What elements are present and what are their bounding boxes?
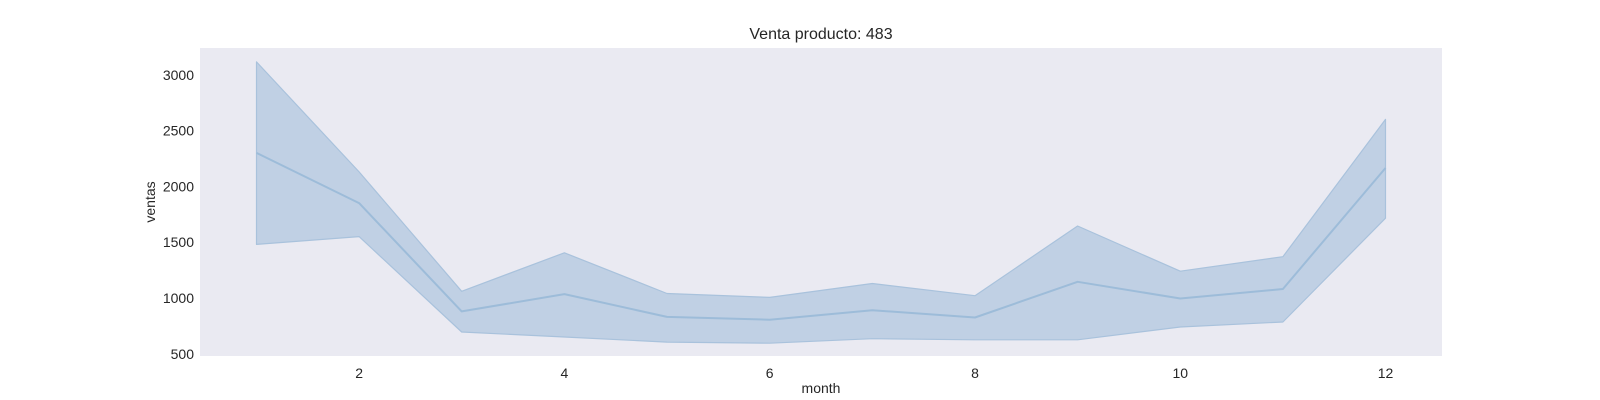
y-tick-label: 1500 — [163, 234, 194, 250]
x-tick-label: 4 — [560, 365, 568, 381]
y-tick-label: 3000 — [163, 67, 194, 83]
chart-title: Venta producto: 483 — [749, 26, 892, 43]
x-axis-label: month — [802, 380, 841, 396]
x-tick-label: 2 — [355, 365, 363, 381]
y-tick-label: 500 — [171, 346, 195, 362]
x-tick-label: 12 — [1378, 365, 1394, 381]
y-tick-label: 1000 — [163, 290, 194, 306]
series-line — [256, 152, 1387, 321]
series-line-layer — [256, 152, 1387, 321]
x-tick-label: 8 — [971, 365, 979, 381]
y-tick-label: 2500 — [163, 123, 194, 139]
x-tick-label: 10 — [1172, 365, 1188, 381]
confidence-band — [255, 61, 1387, 344]
x-axis-ticks: 2 4 6 8 10 12 — [355, 365, 1393, 381]
y-tick-label: 2000 — [163, 178, 194, 194]
confidence-band-layer — [255, 61, 1387, 344]
y-axis-label: ventas — [142, 181, 158, 222]
y-axis-ticks: 500 1000 1500 2000 2500 3000 — [163, 67, 194, 362]
x-tick-label: 6 — [766, 365, 774, 381]
